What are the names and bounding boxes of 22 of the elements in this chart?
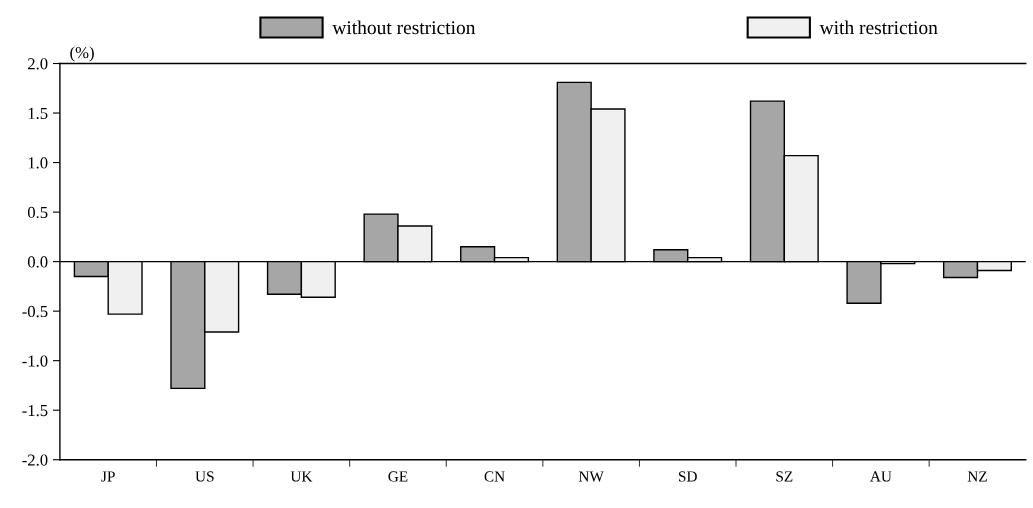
y-tick-label: 1.5 (28, 107, 48, 120)
x-tick-label: AU (870, 471, 892, 482)
y-axis-title: (%) (70, 46, 94, 62)
y-tick-label: -0.5 (22, 305, 48, 318)
y-tick-label: 0.5 (27, 206, 48, 219)
x-tick-label: NW (578, 471, 604, 482)
legend-label: without restriction (332, 20, 476, 35)
y-tick-label: -1.0 (22, 355, 48, 367)
y-tick-label: -1.5 (22, 404, 48, 417)
x-tick-label: GE (388, 471, 408, 482)
x-tick-label: US (195, 471, 214, 482)
y-tick-label: 0.0 (27, 256, 48, 268)
x-tick-label: SD (678, 471, 697, 482)
y-tick-label: 1.0 (28, 157, 48, 169)
x-tick-label: JP (101, 471, 115, 482)
y-tick-label: 2.0 (28, 58, 48, 70)
legend-label: with restriction (819, 20, 938, 35)
x-tick-label: SZ (776, 471, 793, 482)
y-tick-label: -2.0 (22, 454, 48, 466)
x-tick-label: CN (484, 471, 505, 482)
x-tick-label: UK (290, 471, 313, 482)
x-tick-label: NZ (967, 471, 987, 482)
